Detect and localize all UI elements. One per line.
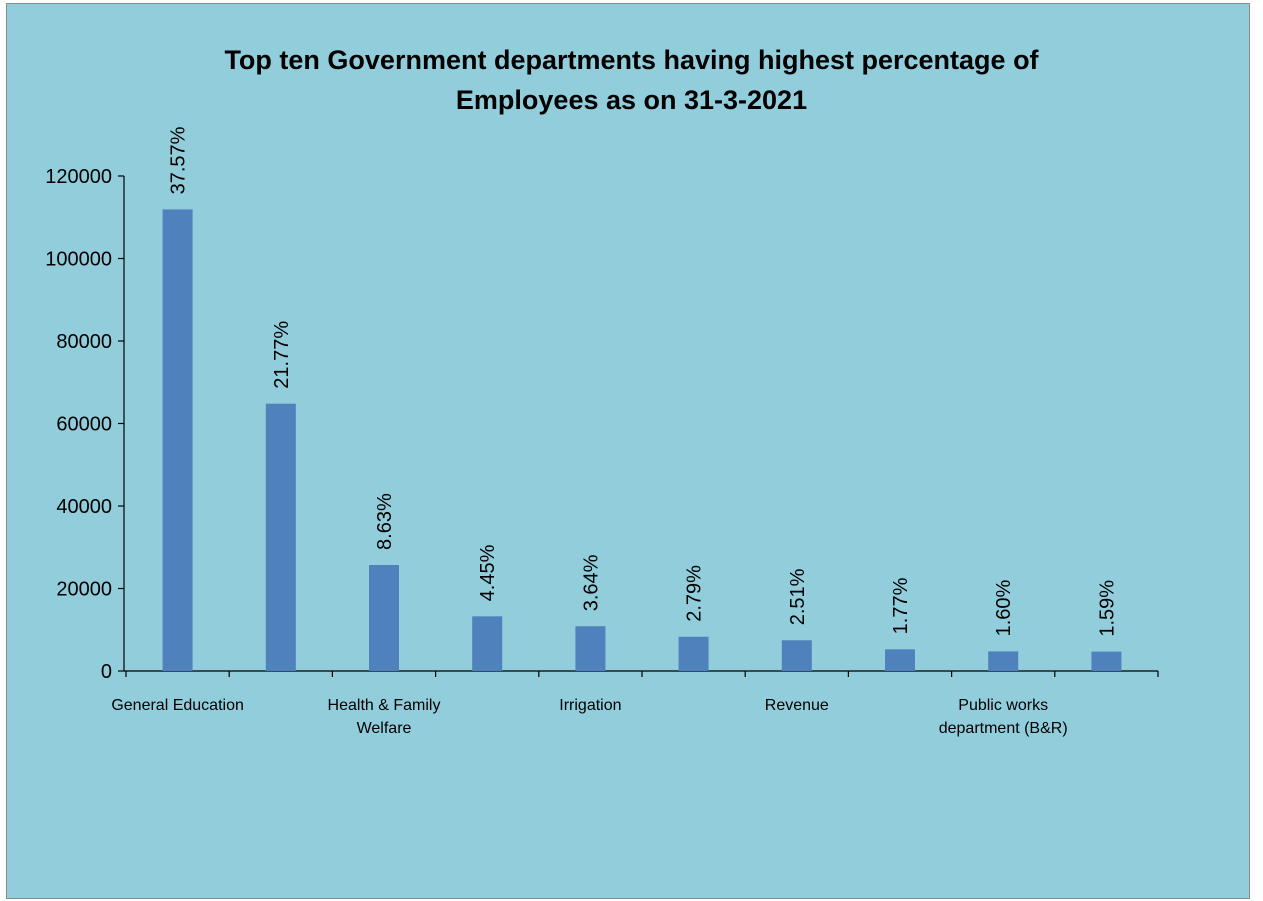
bar <box>369 564 399 671</box>
data-label: 3.64% <box>580 554 602 611</box>
bar <box>781 640 812 671</box>
bar <box>988 651 1019 671</box>
bar <box>472 616 503 671</box>
category-label-line: General Education <box>111 697 244 714</box>
y-tick-label: 60000 <box>56 414 112 436</box>
y-tick-label: 20000 <box>56 579 112 601</box>
chart-area <box>6 3 1250 899</box>
data-label: 1.77% <box>890 577 912 634</box>
chart-title-line-1: Top ten Government departments having hi… <box>224 45 1039 75</box>
y-tick-label: 120000 <box>45 166 112 188</box>
data-label: 2.51% <box>787 568 809 625</box>
chart-title: Top ten Government departments having hi… <box>0 40 1263 120</box>
y-tick-label: 0 <box>101 661 112 683</box>
category-label-line: Health & Family <box>328 697 441 714</box>
y-tick-label: 80000 <box>56 331 112 353</box>
data-label: 8.63% <box>374 493 396 550</box>
data-label: 1.59% <box>1096 580 1118 637</box>
category-label-line: Irrigation <box>559 697 621 714</box>
bar <box>678 636 709 671</box>
category-label: Revenue <box>765 697 829 714</box>
bar <box>1091 651 1122 671</box>
labels: 37.57% 21.77% 8.63% 4.45% 3.64% 2.79% 2.51% 1.7… <box>111 126 1118 737</box>
category-label-line: Welfare <box>357 720 412 737</box>
data-label: 2.79% <box>684 565 706 622</box>
category-label-line: Public works <box>958 697 1048 714</box>
category-label: Irrigation <box>559 697 621 714</box>
category-label: Health & Family Welfare <box>328 697 441 737</box>
bars <box>162 209 1122 671</box>
bar <box>265 403 296 671</box>
data-label: 1.60% <box>993 579 1015 636</box>
category-label: General Education <box>111 697 244 714</box>
category-label: Public works department (B&R) <box>939 697 1068 737</box>
y-tick-label: 40000 <box>56 496 112 518</box>
axes: 0 20000 40000 60000 80000 100000 120000 <box>45 166 1159 683</box>
data-label: 37.57% <box>168 126 190 194</box>
chart-title-line-2: Employees as on 31-3-2021 <box>455 85 808 115</box>
category-label-line: Revenue <box>765 697 829 714</box>
data-label: 21.77% <box>271 321 293 389</box>
y-tick-label: 100000 <box>45 249 112 271</box>
data-label: 4.45% <box>477 544 499 601</box>
category-label-line: department (B&R) <box>939 720 1068 737</box>
bar <box>885 649 915 671</box>
bar <box>162 209 193 671</box>
bar <box>575 626 606 671</box>
